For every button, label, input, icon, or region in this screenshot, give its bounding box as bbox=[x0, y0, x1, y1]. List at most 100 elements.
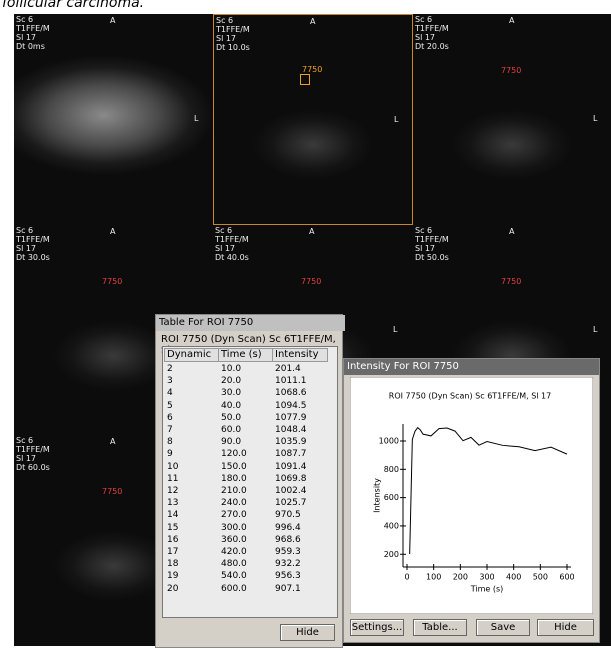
window-title: Table For ROI 7750 bbox=[156, 315, 345, 331]
button[interactable]: Hide bbox=[537, 619, 594, 636]
panel-info: Dt 60.0s bbox=[16, 463, 50, 472]
y-tick-label: 200 bbox=[384, 550, 399, 559]
table-cell: 20.0 bbox=[221, 376, 241, 386]
table-cell: 240.0 bbox=[221, 498, 247, 508]
roi-box bbox=[300, 74, 310, 85]
table-cell: 60.0 bbox=[221, 425, 241, 435]
orientation-label: A bbox=[110, 227, 115, 236]
table-cell: 18 bbox=[167, 559, 178, 569]
table-cell: 17 bbox=[167, 547, 178, 557]
panel-info: Dt 20.0s bbox=[415, 42, 449, 51]
panel-info: Sl 17 bbox=[216, 34, 236, 43]
panel-info: Sl 17 bbox=[415, 33, 435, 42]
panel-info: T1FFE/M bbox=[16, 24, 50, 33]
table-cell: 907.1 bbox=[275, 584, 301, 594]
table-cell: 956.3 bbox=[275, 571, 301, 581]
y-tick-label: 1000 bbox=[379, 436, 399, 445]
chart-window: Intensity For ROI 7750 ROI 7750 (Dyn Sca… bbox=[343, 358, 600, 643]
orientation-label: L bbox=[194, 114, 198, 123]
table-cell: 1002.4 bbox=[275, 486, 307, 496]
table-cell: 11 bbox=[167, 474, 178, 484]
table-cell: 1068.6 bbox=[275, 388, 307, 398]
chart: ROI 7750 (Dyn Scan) Sc 6T1FFE/M, Sl 1720… bbox=[350, 377, 593, 614]
panel-info: Sc 6 bbox=[16, 436, 33, 445]
panel-info: Sc 6 bbox=[215, 226, 232, 235]
panel-info: Dt 30.0s bbox=[16, 253, 50, 262]
table-cell: 968.6 bbox=[275, 535, 301, 545]
table-cell: 150.0 bbox=[221, 462, 247, 472]
table-cell: 1011.1 bbox=[275, 376, 307, 386]
panel-info: Sc 6 bbox=[216, 16, 233, 25]
table-cell: 1091.4 bbox=[275, 462, 307, 472]
page: follicular carcinoma. Sc 6T1FFE/MSl 17Dt… bbox=[0, 0, 611, 646]
x-tick-label: 500 bbox=[533, 573, 548, 582]
x-tick-label: 100 bbox=[426, 573, 441, 582]
table-cell: 13 bbox=[167, 498, 178, 508]
panel-info: T1FFE/M bbox=[415, 235, 449, 244]
table-cell: 20 bbox=[167, 584, 178, 594]
x-tick-label: 400 bbox=[506, 573, 521, 582]
panel-info: Sc 6 bbox=[16, 15, 33, 24]
button[interactable]: Table... bbox=[413, 619, 467, 636]
table-cell: 2 bbox=[167, 364, 173, 374]
x-axis-label: Time (s) bbox=[470, 585, 504, 594]
table-cell: 120.0 bbox=[221, 449, 247, 459]
table-cell: 1087.7 bbox=[275, 449, 307, 459]
orientation-label: A bbox=[509, 227, 514, 236]
panel-info: Sl 17 bbox=[16, 244, 36, 253]
orientation-label: L bbox=[593, 325, 597, 334]
table-cell: 959.3 bbox=[275, 547, 301, 557]
table-cell: 4 bbox=[167, 388, 173, 398]
table-cell: 420.0 bbox=[221, 547, 247, 557]
table-window: Table For ROI 7750 ROI 7750 (Dyn Scan) S… bbox=[155, 314, 343, 648]
panel-info: Sc 6 bbox=[16, 226, 33, 235]
column-header: Intensity bbox=[272, 348, 328, 362]
table-cell: 932.2 bbox=[275, 559, 301, 569]
table-cell: 970.5 bbox=[275, 510, 301, 520]
table-cell: 19 bbox=[167, 571, 178, 581]
table-cell: 3 bbox=[167, 376, 173, 386]
table-cell: 1048.4 bbox=[275, 425, 307, 435]
roi-label: 7750 bbox=[102, 487, 122, 496]
button[interactable]: Save bbox=[476, 619, 530, 636]
table-cell: 90.0 bbox=[221, 437, 241, 447]
y-tick-label: 400 bbox=[384, 521, 399, 530]
panel-info: Sl 17 bbox=[215, 244, 235, 253]
orientation-label: A bbox=[310, 17, 315, 26]
table-cell: 15 bbox=[167, 523, 178, 533]
orientation-label: A bbox=[509, 16, 514, 25]
panel-info: T1FFE/M bbox=[215, 235, 249, 244]
table-cell: 1025.7 bbox=[275, 498, 307, 508]
table-cell: 300.0 bbox=[221, 523, 247, 533]
table-cell: 30.0 bbox=[221, 388, 241, 398]
table-cell: 1094.5 bbox=[275, 401, 307, 411]
orientation-label: L bbox=[394, 115, 398, 124]
table-cell: 201.4 bbox=[275, 364, 301, 374]
roi-label: 7750 bbox=[102, 277, 122, 286]
table-cell: 600.0 bbox=[221, 584, 247, 594]
panel-info: Dt 40.0s bbox=[215, 253, 249, 262]
column-header: Time (s) bbox=[218, 348, 274, 362]
x-tick-label: 0 bbox=[404, 573, 409, 582]
table-cell: 8 bbox=[167, 437, 173, 447]
hide-button[interactable]: Hide bbox=[280, 624, 335, 641]
table-cell: 16 bbox=[167, 535, 178, 545]
table-cell: 9 bbox=[167, 449, 173, 459]
panel-info: Sl 17 bbox=[16, 33, 36, 42]
x-tick-label: 300 bbox=[479, 573, 494, 582]
panel-info: T1FFE/M bbox=[16, 235, 50, 244]
button[interactable]: Settings... bbox=[350, 619, 404, 636]
table-cell: 12 bbox=[167, 486, 178, 496]
orientation-label: A bbox=[309, 227, 314, 236]
x-tick-label: 200 bbox=[453, 573, 468, 582]
caption: follicular carcinoma. bbox=[2, 0, 144, 11]
roi-label: 7750 bbox=[301, 277, 321, 286]
orientation-label: A bbox=[110, 437, 115, 446]
table-cell: 5 bbox=[167, 401, 173, 411]
table-cell: 7 bbox=[167, 425, 173, 435]
table-cell: 480.0 bbox=[221, 559, 247, 569]
panel-info: Dt 0ms bbox=[16, 42, 45, 51]
